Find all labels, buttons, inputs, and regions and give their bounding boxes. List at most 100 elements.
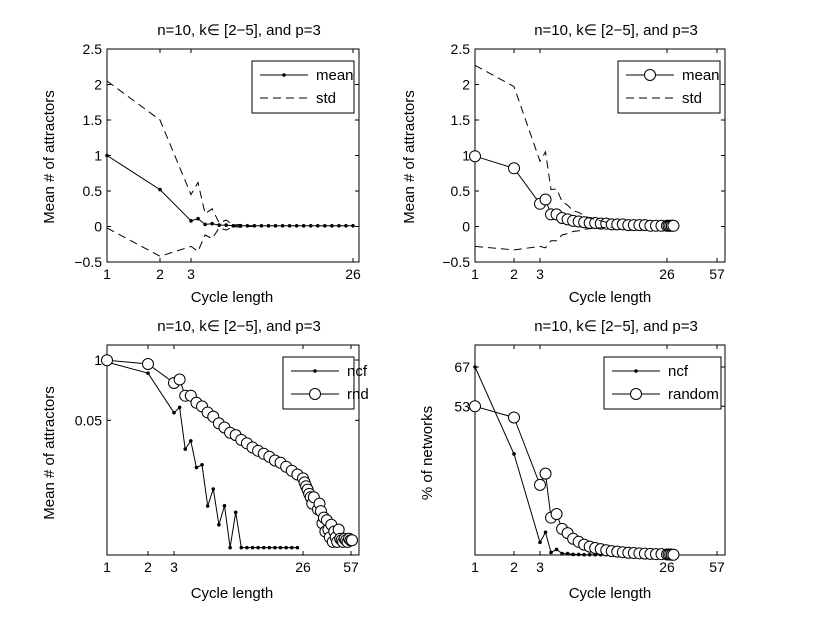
point-ncf [228,545,232,550]
y-tick-label: 1.5 [451,112,471,128]
y-axis-label: % of networks [419,406,436,500]
plot-area: 1 2 3 26 57 67 53 [454,344,726,575]
legend-label: ncf [347,363,368,380]
y-tick-label: 0.5 [451,183,471,199]
subplot-bottom-left: n=10, k∈ [2−5], and p=3 Cycle length Mea… [41,318,369,602]
point-mean [217,223,221,227]
y-axis-label: Mean # of attractors [41,90,58,223]
point-mean [266,223,271,228]
point-ncf [194,465,199,470]
y-tick-label: 1 [94,148,102,164]
point-ncf [250,545,255,550]
point-ncf [245,545,249,550]
point-mean [196,216,200,221]
y-axis-label: Mean # of attractors [41,386,58,519]
point-rnd [346,534,358,547]
point-ncf [211,487,216,491]
x-tick-label: 1 [471,559,479,575]
legend-marker-mean [644,69,656,81]
series-line-mean [106,155,353,227]
x-tick-label: 3 [536,266,544,282]
point-mean [351,223,355,228]
point-ncf [512,452,516,456]
subplot-top-right: n=10, k∈ [2−5], and p=3 Cycle length Mea… [401,22,726,306]
x-tick-label: 1 [103,266,111,282]
x-tick-label: 3 [187,266,195,282]
plot-title: n=10, k∈ [2−5], and p=3 [157,318,321,335]
y-tick-label: −0.5 [442,254,470,270]
point-ncf [256,545,260,550]
y-tick-label: 0 [94,219,102,235]
plot-title: n=10, k∈ [2−5], and p=3 [534,22,698,39]
point-mean [308,223,313,228]
point-ncf [576,552,581,557]
y-tick-label: 67 [454,359,470,375]
point-random [550,508,563,521]
point-random [539,467,552,480]
legend-marker-mean [282,73,286,77]
y-tick-label: 0.05 [75,412,102,428]
point-ncf [189,439,193,443]
point-ncf [571,552,575,557]
point-mean [469,150,481,163]
point-mean [273,223,278,228]
x-tick-label: 2 [510,266,518,282]
point-rnd [173,373,186,386]
x-axis-label: Cycle length [191,585,274,602]
legend-label: mean [316,67,354,84]
point-ncf [217,522,221,527]
point-mean [315,223,320,228]
x-tick-label: 26 [345,266,361,282]
point-mean [344,223,348,228]
point-mean [210,221,214,226]
y-tick-label: 2.5 [451,41,471,57]
x-tick-label: 57 [343,559,359,575]
x-tick-label: 2 [156,266,164,282]
point-random [534,478,546,491]
point-mean [280,223,285,228]
point-mean [539,193,552,206]
point-rnd [142,357,154,370]
point-mean [287,223,292,228]
plot-area: 1 2 3 26 −0.5 0 0.5 1 1.5 2 2.5 [74,41,361,282]
point-ncf [172,410,176,415]
legend-box [282,356,355,410]
point-random [508,411,520,424]
x-axis-label: Cycle length [569,585,652,602]
legend: mean std [617,60,721,114]
point-ncf [200,462,204,467]
plot-area: 1 2 3 26 57 1 0.05 [75,344,360,575]
point-ncf [538,540,542,545]
legend-box [251,60,355,114]
y-tick-label: −0.5 [74,254,102,270]
plot-title: n=10, k∈ [2−5], and p=3 [157,22,321,39]
legend-box [603,356,722,410]
point-random [469,400,481,413]
x-tick-label: 2 [144,559,152,575]
point-ncf [267,545,272,550]
point-ncf [549,550,553,555]
legend-marker-ncf [634,369,638,373]
point-ncf [554,547,559,552]
legend-marker-ncf [313,369,317,373]
x-axis-label: Cycle length [569,289,652,306]
series-line-std [106,80,255,227]
subplot-top-left: n=10, k∈ [2−5], and p=3 Cycle length Mea… [41,22,361,306]
x-tick-label: 26 [659,559,675,575]
point-ncf [205,504,210,508]
x-tick-label: 2 [510,559,518,575]
y-tick-label: 2 [462,77,470,93]
x-tick-label: 3 [170,559,178,575]
point-ncf [289,545,294,550]
point-ncf [565,551,570,556]
point-rnd [101,354,113,367]
legend-label: std [682,90,702,107]
point-ncf [543,530,548,535]
subplot-bottom-right: n=10, k∈ [2−5], and p=3 Cycle length % o… [419,318,726,602]
x-axis-label: Cycle length [191,289,274,306]
point-ncf [261,545,266,550]
legend-label: random [668,386,719,403]
x-tick-label: 1 [471,266,479,282]
point-mean [252,223,257,228]
y-tick-label: 53 [454,398,470,414]
